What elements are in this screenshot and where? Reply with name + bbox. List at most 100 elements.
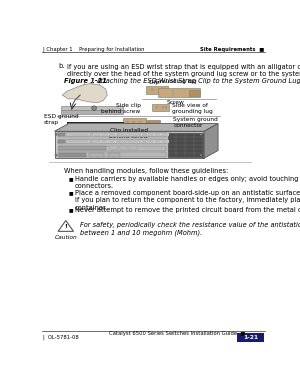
- Bar: [128, 133, 134, 136]
- Bar: [148, 133, 153, 136]
- Bar: [135, 140, 141, 142]
- Bar: [161, 140, 167, 142]
- Bar: [146, 86, 168, 94]
- Bar: [67, 140, 90, 143]
- Text: |  OL-5781-08: | OL-5781-08: [43, 334, 79, 340]
- Circle shape: [163, 88, 165, 91]
- Bar: [61, 106, 123, 111]
- Text: System ground
connector: System ground connector: [173, 118, 218, 128]
- Bar: [58, 132, 166, 137]
- Text: Caution: Caution: [54, 235, 77, 240]
- Text: ■: ■: [68, 190, 73, 195]
- Circle shape: [133, 121, 134, 123]
- Bar: [59, 153, 86, 157]
- Circle shape: [159, 88, 161, 91]
- Bar: [68, 133, 74, 136]
- Polygon shape: [62, 83, 107, 103]
- Circle shape: [156, 106, 158, 108]
- Bar: [58, 139, 166, 144]
- Text: Side clip
behind screw: Side clip behind screw: [101, 103, 141, 114]
- Bar: [68, 140, 74, 142]
- Text: Place a removed component board-side-up on an antistatic surface or in a static : Place a removed component board-side-up …: [75, 190, 300, 211]
- Circle shape: [172, 90, 174, 92]
- Bar: [121, 133, 127, 136]
- Circle shape: [92, 106, 96, 111]
- Bar: [59, 146, 106, 150]
- Text: ■: ■: [68, 176, 73, 181]
- Bar: [58, 140, 64, 143]
- Bar: [93, 133, 117, 137]
- Circle shape: [200, 154, 202, 156]
- Bar: [109, 133, 114, 136]
- Bar: [146, 133, 169, 137]
- Text: If you are using an ESD wrist strap that is equipped with an alligator clip, att: If you are using an ESD wrist strap that…: [67, 64, 300, 77]
- Text: | Chapter 1    Preparing for Installation: | Chapter 1 Preparing for Installation: [43, 47, 144, 52]
- Text: Catalyst 6500 Series Switches Installation Guide  ■: Catalyst 6500 Series Switches Installati…: [109, 331, 245, 336]
- Text: Handle carriers by available handles or edges only; avoid touching the printed c: Handle carriers by available handles or …: [75, 176, 300, 189]
- Text: ESD ground
strap: ESD ground strap: [44, 114, 78, 125]
- Bar: [58, 146, 166, 151]
- Bar: [61, 111, 123, 114]
- Bar: [189, 90, 200, 96]
- Text: 1-21: 1-21: [243, 335, 258, 340]
- Text: Site Requirements  ■: Site Requirements ■: [200, 47, 265, 52]
- Circle shape: [165, 106, 167, 108]
- Bar: [95, 133, 100, 136]
- Bar: [154, 133, 160, 136]
- Bar: [238, 333, 264, 342]
- Circle shape: [127, 121, 128, 123]
- Bar: [89, 153, 104, 157]
- Text: Attaching the ESD Wrist Strap Clip to the System Ground Lug Screw: Attaching the ESD Wrist Strap Clip to th…: [97, 78, 300, 84]
- Bar: [58, 152, 166, 158]
- Bar: [102, 133, 107, 136]
- Bar: [109, 140, 114, 142]
- Bar: [121, 140, 127, 142]
- Circle shape: [55, 154, 57, 156]
- Bar: [158, 88, 200, 97]
- Text: Clip: Clip: [148, 80, 160, 85]
- Text: Screw: Screw: [167, 100, 184, 105]
- Text: Never attempt to remove the printed circuit board from the metal carrier.: Never attempt to remove the printed circ…: [75, 208, 300, 213]
- Bar: [154, 140, 160, 142]
- Bar: [58, 133, 64, 137]
- Circle shape: [200, 133, 202, 135]
- Text: When handling modules, follow these guidelines:: When handling modules, follow these guid…: [64, 168, 229, 174]
- Bar: [55, 131, 204, 158]
- Bar: [152, 104, 169, 111]
- Text: Side view of
grounding lug: Side view of grounding lug: [172, 103, 212, 114]
- Bar: [76, 140, 81, 142]
- Bar: [120, 140, 143, 143]
- Bar: [129, 146, 137, 150]
- Circle shape: [55, 133, 57, 135]
- Bar: [128, 140, 134, 142]
- Circle shape: [162, 106, 164, 108]
- Text: For safety, periodically check the resistance value of the antistatic strap. The: For safety, periodically check the resis…: [80, 222, 300, 236]
- Circle shape: [139, 121, 141, 123]
- Bar: [95, 140, 100, 142]
- Bar: [148, 140, 153, 142]
- Circle shape: [151, 88, 153, 91]
- Bar: [93, 140, 117, 143]
- Bar: [82, 133, 88, 136]
- Bar: [161, 133, 167, 136]
- Text: ■: ■: [68, 208, 73, 213]
- Polygon shape: [204, 123, 218, 158]
- Bar: [146, 140, 169, 143]
- Text: !: !: [64, 224, 67, 229]
- Bar: [123, 118, 146, 126]
- Bar: [102, 140, 107, 142]
- Bar: [120, 133, 143, 137]
- Bar: [76, 133, 81, 136]
- Bar: [168, 133, 202, 157]
- Text: b.: b.: [58, 64, 64, 69]
- Bar: [146, 120, 160, 124]
- Bar: [67, 133, 90, 137]
- Bar: [120, 146, 128, 150]
- Text: Clip installed
behind screw: Clip installed behind screw: [110, 128, 148, 139]
- Circle shape: [172, 94, 174, 96]
- Polygon shape: [55, 123, 218, 131]
- Text: Grounding lug: Grounding lug: [154, 78, 196, 83]
- Bar: [110, 146, 118, 150]
- Bar: [82, 140, 88, 142]
- Text: Figure 1-11: Figure 1-11: [64, 78, 107, 84]
